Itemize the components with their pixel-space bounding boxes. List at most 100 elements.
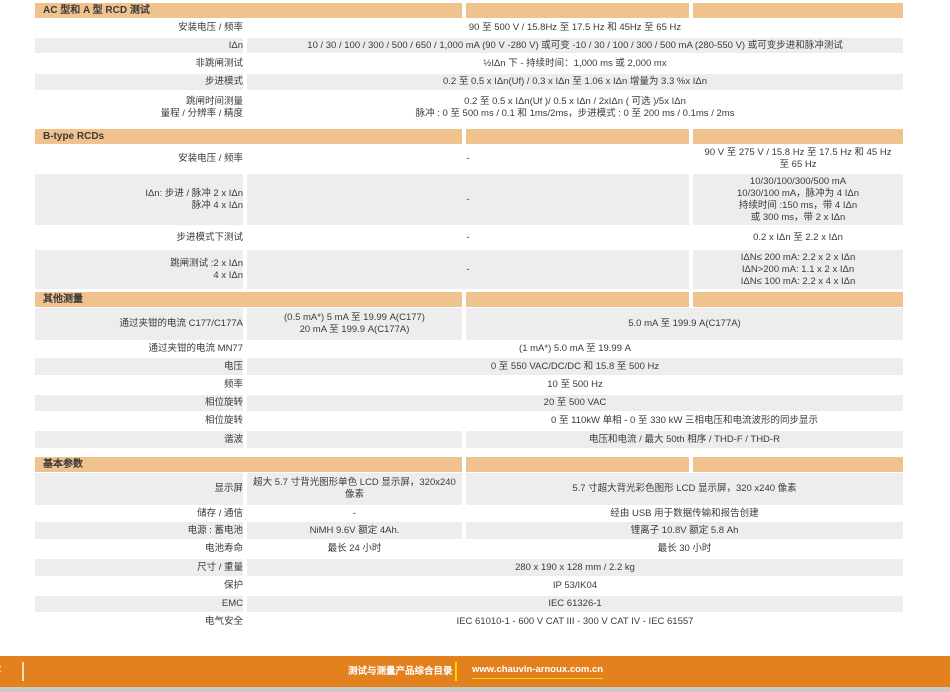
row-label: 跳闸测试 :2 x IΔn 4 x IΔn — [35, 250, 243, 289]
row-label: EMC — [35, 596, 243, 612]
row-label: 相位旋转 — [204, 415, 243, 426]
section-header-bar — [466, 3, 689, 18]
row-label: 通过夹钳的电流 MN77 — [148, 343, 243, 354]
row-label: 电气安全 — [204, 616, 243, 627]
row-label: 步进模式 — [35, 74, 243, 90]
table-row: 频率 10 至 500 Hz — [35, 375, 903, 395]
footer-bottom-strip — [0, 687, 950, 692]
value-cell: 最长 30 小时 — [657, 543, 712, 554]
table-row: IΔn 10 / 30 / 100 / 300 / 500 / 650 / 1,… — [35, 38, 903, 53]
value-cell: NiMH 9.6V 额定 4Ah. — [247, 522, 462, 539]
row-label-line: 4 x IΔn — [213, 269, 243, 281]
footer-accent-bar — [455, 662, 457, 681]
value-cell: 90 V 至 275 V / 15.8 Hz 至 17.5 Hz 和 45 Hz… — [693, 144, 903, 174]
value-line: 0.2 至 0.5 x IΔn(Uf )/ 0.5 x IΔn / 2xIΔn … — [464, 96, 686, 107]
value-line: 至 65 Hz — [779, 159, 817, 170]
table-row: 步进模式 0.2 至 0.5 x IΔn(Uf) / 0.3 x IΔn 至 1… — [35, 74, 903, 90]
value-cell: 超大 5.7 寸背光图形单色 LCD 显示屏，320x240 像素 — [247, 473, 462, 505]
row-label-line: IΔn: 步进 / 脉冲 2 x IΔn — [145, 187, 243, 199]
table-row: 相位旋转 0 至 110kW 单相 - 0 至 330 kW 三相电压和电流波形… — [35, 411, 903, 431]
row-label: 步进模式下测试 — [176, 231, 243, 243]
value-line: 持续时间 :150 ms，带 4 IΔn — [738, 199, 858, 211]
value-cell: 最长 24 小时 — [327, 543, 382, 554]
table-row: 步进模式下测试 - 0.2 x IΔn 至 2.2 x IΔn — [35, 225, 903, 250]
section-header-bar — [693, 129, 903, 144]
value-cell: 20 至 500 VAC — [247, 395, 903, 411]
section-header-other-measurements: 其他测量 — [35, 292, 903, 307]
page-footer: 2 测试与测量产品综合目录 www.chauvin-arnoux.com.cn — [0, 656, 950, 687]
row-label-line: 跳闸时间测量 — [185, 96, 243, 107]
row-label: 电源 : 蓄电池 — [35, 522, 243, 539]
section-header-btype-rcd: B-type RCDs — [35, 129, 903, 144]
section-header-bar — [693, 457, 903, 472]
section-header-bar — [693, 3, 903, 18]
row-label: 储存 / 通信 — [197, 507, 243, 519]
table-row: EMC IEC 61326-1 — [35, 596, 903, 612]
table-row: 相位旋转 20 至 500 VAC — [35, 395, 903, 411]
table-row: 谐波 电压和电流 / 最大 50th 相序 / THD-F / THD-R — [35, 431, 903, 448]
row-label-line: 量程 / 分辨率 / 精度 — [160, 108, 243, 119]
value-line: IΔN>200 mA: 1.1 x 2 x IΔn — [741, 263, 855, 275]
footer-divider — [22, 662, 24, 681]
section-header-basic-parameters: 基本参数 — [35, 457, 903, 472]
row-label-line: 脉冲 4 x IΔn — [191, 199, 243, 211]
row-label: 频率 — [223, 379, 243, 390]
section-header-bar — [466, 457, 689, 472]
value-cell: 280 x 190 x 128 mm / 2.2 kg — [247, 559, 903, 576]
section-header-ac-rcd: AC 型和 A 型 RCD 测试 — [35, 3, 903, 18]
table-row: 非跳闸测试 ½IΔn 下 - 持续时间：1,000 ms 或 2,000 mx — [35, 53, 903, 74]
table-row: 保护 IP 53/IK04 — [35, 576, 903, 596]
value-cell: 锂离子 10.8V 额定 5.8 Ah — [466, 522, 903, 539]
table-row: 尺寸 / 重量 280 x 190 x 128 mm / 2.2 kg — [35, 559, 903, 576]
table-row: 通过夹钳的电流 C177/C177A (0.5 mA*) 5 mA 至 19.9… — [35, 308, 903, 340]
value-cell: 10 / 30 / 100 / 300 / 500 / 650 / 1,000 … — [247, 38, 903, 53]
value-line: IΔN≤ 200 mA: 2.2 x 2 x IΔn — [740, 251, 856, 263]
value-line: 脉冲 : 0 至 500 ms / 0.1 和 1ms/2ms，步进模式 : 0… — [415, 108, 735, 119]
value-cell: 0 至 550 VAC/DC/DC 和 15.8 至 500 Hz — [247, 358, 903, 375]
table-row: 电池寿命 最长 24 小时 最长 30 小时 — [35, 539, 903, 559]
website-link[interactable]: www.chauvin-arnoux.com.cn — [472, 664, 604, 679]
section-title: AC 型和 A 型 RCD 测试 — [35, 3, 462, 18]
value-line: 10/30/100/300/500 mA — [749, 175, 847, 187]
table-row: 电压 0 至 550 VAC/DC/DC 和 15.8 至 500 Hz — [35, 358, 903, 375]
row-label: IΔn: 步进 / 脉冲 2 x IΔn 脉冲 4 x IΔn — [35, 174, 243, 225]
value-cell: (1 mA*) 5.0 mA 至 19.99 A — [519, 343, 631, 354]
value-cell: 0.2 x IΔn 至 2.2 x IΔn — [753, 231, 843, 243]
table-row: 通过夹钳的电流 MN77 (1 mA*) 5.0 mA 至 19.99 A — [35, 340, 903, 358]
value-line: (0.5 mA*) 5 mA 至 19.99 A(C177) — [284, 312, 425, 323]
value-line: 10/30/100 mA，脉冲为 4 IΔn — [737, 187, 859, 199]
table-row: 显示屏 超大 5.7 寸背光图形单色 LCD 显示屏，320x240 像素 5.… — [35, 473, 903, 505]
row-label: 电压 — [35, 358, 243, 375]
value-line: 像素 — [344, 489, 364, 500]
table-row: IΔn: 步进 / 脉冲 2 x IΔn 脉冲 4 x IΔn - 10/30/… — [35, 174, 903, 225]
table-row: 储存 / 通信 - 经由 USB 用于数据传输和报告创建 — [35, 505, 903, 522]
row-label: 相位旋转 — [35, 395, 243, 411]
value-cell: ½IΔn 下 - 持续时间：1,000 ms 或 2,000 mx — [483, 57, 667, 69]
value-cell-empty — [247, 411, 462, 431]
value-cell: 经由 USB 用于数据传输和报告创建 — [610, 507, 759, 519]
value-cell: (0.5 mA*) 5 mA 至 19.99 A(C177) 20 mA 至 1… — [247, 308, 462, 340]
value-line: 20 mA 至 199.9 A(C177A) — [299, 324, 410, 335]
table-row: 安装电压 / 频率 - 90 V 至 275 V / 15.8 Hz 至 17.… — [35, 144, 903, 174]
value-line: 超大 5.7 寸背光图形单色 LCD 显示屏，320x240 — [253, 477, 456, 488]
value-cell: - — [466, 153, 470, 164]
value-cell: 10 至 500 Hz — [547, 379, 603, 390]
row-label: 安装电压 / 频率 — [178, 153, 243, 164]
value-cell: 5.7 寸超大背光彩色图形 LCD 显示屏，320 x240 像素 — [466, 473, 903, 505]
value-cell: IΔN≤ 200 mA: 2.2 x 2 x IΔn IΔN>200 mA: 1… — [693, 250, 903, 289]
row-label: 谐波 — [35, 431, 243, 448]
value-cell: IEC 61010-1 - 600 V CAT III - 300 V CAT … — [456, 616, 694, 627]
table-row: 电源 : 蓄电池 NiMH 9.6V 额定 4Ah. 锂离子 10.8V 额定 … — [35, 522, 903, 539]
value-cell: 0.2 至 0.5 x IΔn(Uf )/ 0.5 x IΔn / 2xIΔn … — [247, 90, 903, 126]
row-label: 电池寿命 — [204, 543, 243, 554]
section-title: B-type RCDs — [35, 129, 462, 144]
value-cell: - — [247, 250, 689, 289]
value-cell: 10/30/100/300/500 mA 10/30/100 mA，脉冲为 4 … — [693, 174, 903, 225]
row-label: IΔn — [35, 38, 243, 53]
row-label: 尺寸 / 重量 — [35, 559, 243, 576]
row-label-line: 跳闸测试 :2 x IΔn — [170, 257, 243, 269]
value-cell: IP 53/IK04 — [552, 580, 598, 591]
section-title: 其他测量 — [35, 292, 462, 307]
value-line: IΔN≤ 100 mA: 2.2 x 4 x IΔn — [740, 275, 856, 287]
catalog-title: 测试与测量产品综合目录 — [348, 666, 453, 677]
